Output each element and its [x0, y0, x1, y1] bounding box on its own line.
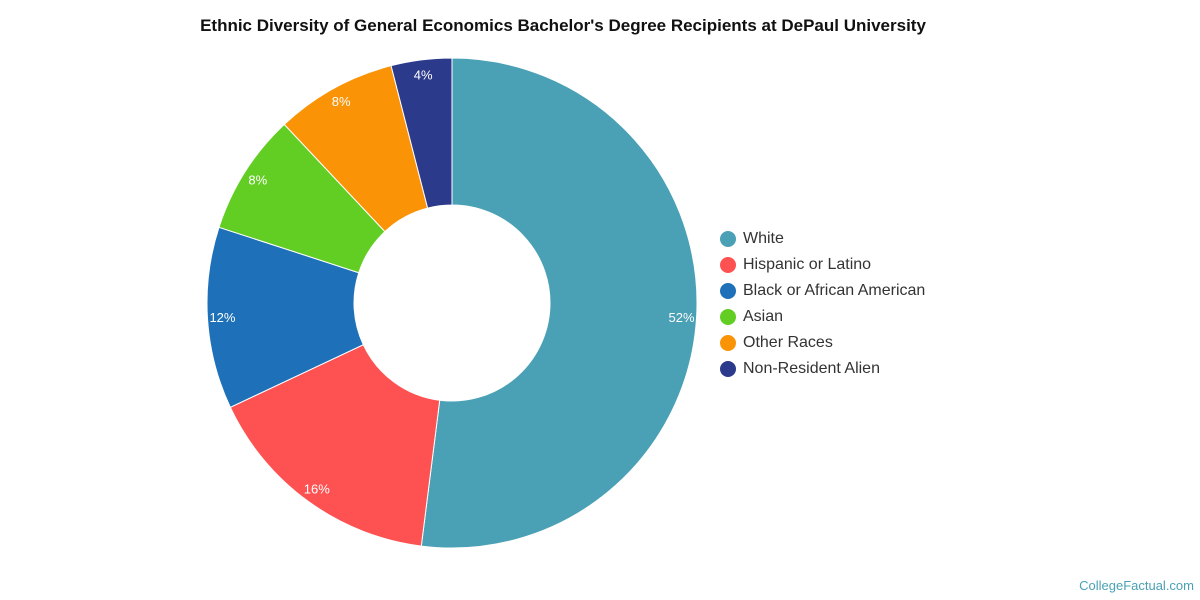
- slice-hispanic-or-latino[interactable]: [229, 344, 441, 547]
- chart-title: Ethnic Diversity of General Economics Ba…: [200, 16, 926, 35]
- legend-swatch-icon: [720, 283, 736, 299]
- slice-label-hispanic-or-latino: 16%: [304, 482, 330, 497]
- slice-label-white: 52%: [669, 310, 695, 325]
- slice-label-black-or-african-american: 12%: [209, 310, 235, 325]
- watermark-text: CollegeFactual.com: [1079, 578, 1194, 593]
- legend-item-non-resident-alien[interactable]: Non-Resident Alien: [720, 356, 925, 382]
- legend-label: Hispanic or Latino: [743, 256, 872, 273]
- legend-swatch-icon: [720, 257, 736, 273]
- chart-legend: White Hispanic or Latino Black or African …: [720, 226, 925, 382]
- slice-label-non-resident-alien: 4%: [414, 67, 433, 82]
- legend-item-other-races[interactable]: Other Races: [720, 330, 925, 356]
- slice-label-other-races: 8%: [332, 94, 351, 109]
- slice-black-or-african-american[interactable]: [206, 226, 364, 408]
- legend-label: Other Races: [743, 334, 833, 351]
- legend-item-black-or-african-american[interactable]: Black or African American: [720, 278, 925, 304]
- legend-item-hispanic-or-latino[interactable]: Hispanic or Latino: [720, 252, 925, 278]
- legend-swatch-icon: [720, 231, 736, 247]
- slice-label-asian: 8%: [248, 172, 267, 187]
- slice-non-resident-alien[interactable]: [390, 57, 453, 209]
- legend-swatch-icon: [720, 361, 736, 377]
- legend-swatch-icon: [720, 335, 736, 351]
- legend-label: Non-Resident Alien: [743, 360, 880, 377]
- legend-label: Asian: [743, 308, 784, 325]
- slice-white[interactable]: [420, 57, 698, 549]
- legend-item-asian[interactable]: Asian: [720, 304, 925, 330]
- legend-label: Black or African American: [743, 282, 926, 299]
- legend-swatch-icon: [720, 309, 736, 325]
- legend-item-white[interactable]: White: [720, 226, 925, 252]
- legend-label: White: [743, 230, 784, 247]
